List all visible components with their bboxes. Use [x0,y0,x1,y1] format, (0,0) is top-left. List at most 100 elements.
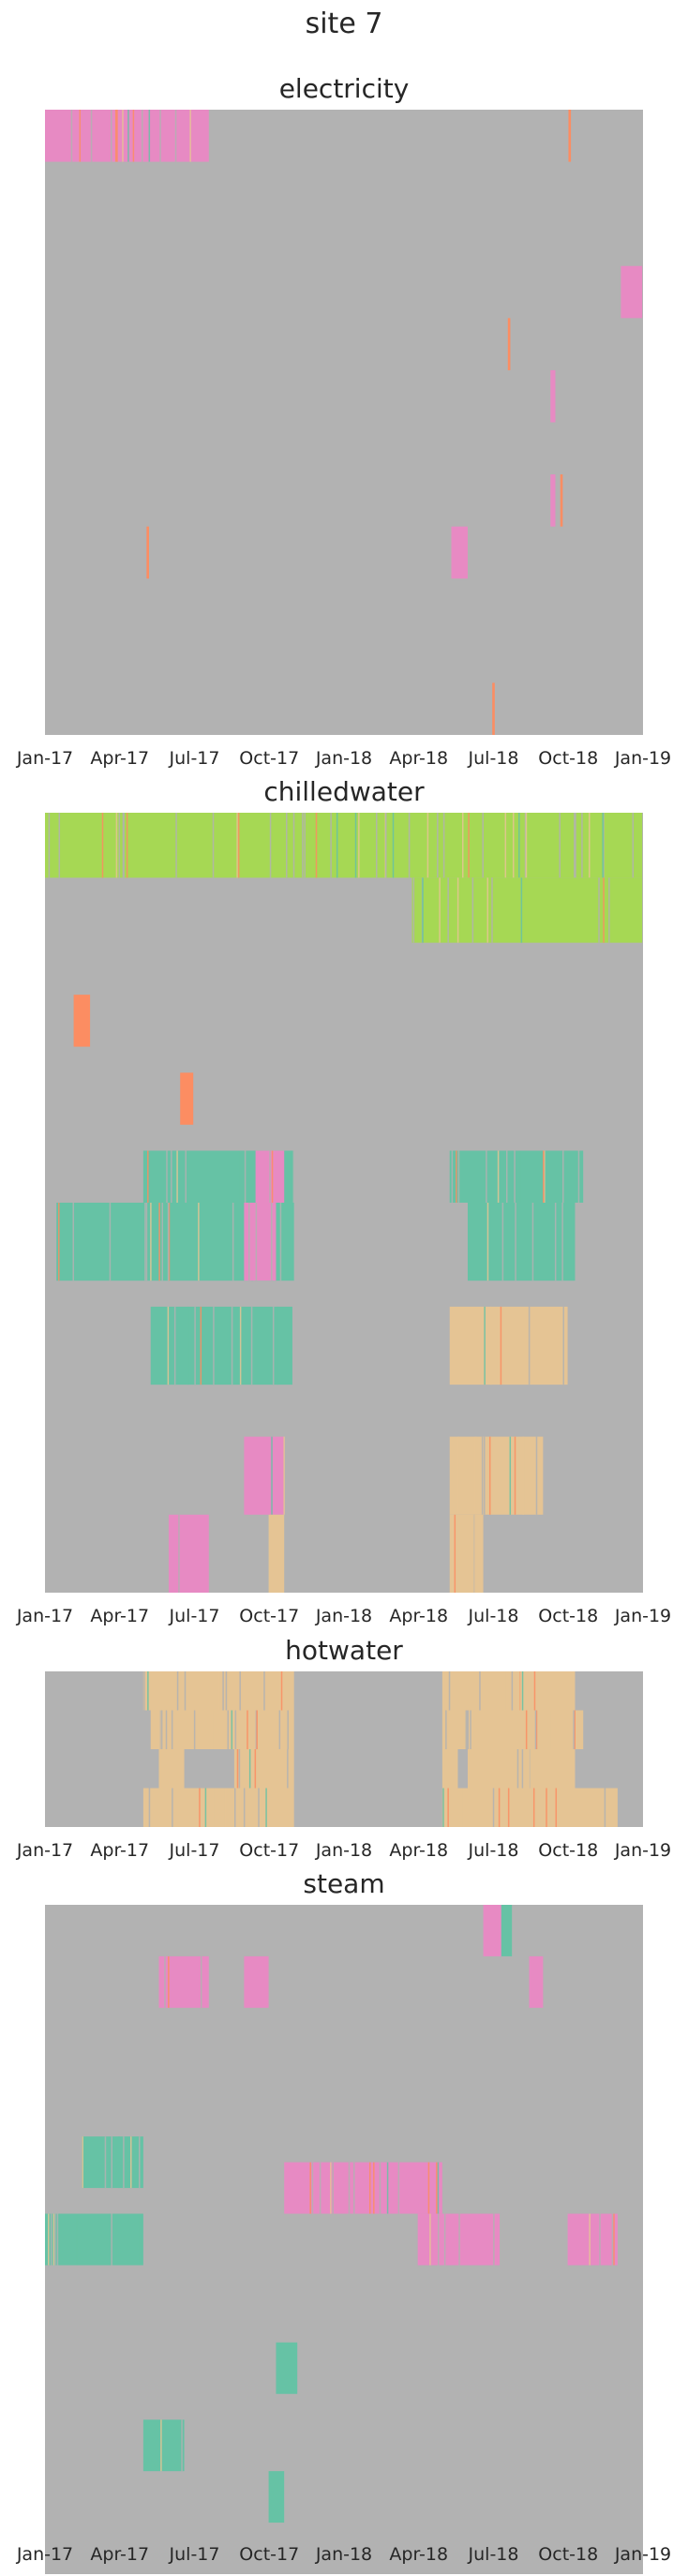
heatmap-flicker [532,1788,535,1827]
heatmap-flicker [269,813,272,878]
heatmap-flicker [287,1710,289,1749]
heatmap-flicker [200,1955,202,2008]
heatmap-flicker [505,1150,508,1203]
panel-title: electricity [279,73,410,104]
heatmap-flicker [122,110,124,162]
heatmap-flicker [54,2213,56,2266]
x-tick-label: Apr-18 [389,1840,448,1861]
heatmap-flicker [148,110,151,162]
x-tick-label: Oct-18 [538,1606,598,1626]
heatmap-flicker [130,2136,132,2189]
heatmap-flicker [116,110,118,162]
heatmap-cell [621,265,643,319]
heatmap-flicker [271,1436,273,1515]
heatmap-flicker [514,1150,516,1203]
heatmap-cell [158,1749,185,1789]
heatmap-cell [449,1150,584,1203]
heatmap-flicker [354,813,357,878]
heatmap-flicker [101,813,104,878]
heatmap-cell [529,1955,544,2008]
heatmap-flicker [368,2162,371,2214]
heatmap-flicker [613,2213,615,2266]
heatmap-flicker [239,1671,241,1711]
heatmap-cell [441,1749,458,1789]
heatmap-flicker [514,1436,516,1515]
heatmap-flicker [445,1710,447,1749]
heatmap-flicker [138,2136,141,2189]
heatmap-flicker [243,1788,246,1827]
heatmap-flicker [442,1788,444,1827]
x-tick-label: Jan-17 [16,1606,73,1626]
heatmap-cell [560,474,563,527]
heatmap-flicker [451,1150,454,1203]
heatmap-flicker [168,1203,171,1281]
heatmap-cell [483,1905,501,1956]
x-tick-label: Jan-18 [315,1840,372,1861]
heatmap-flicker [48,813,51,878]
x-tick-label: Jan-17 [16,1840,73,1861]
heatmap-flicker [521,1671,524,1711]
x-tick-label: Jul-17 [169,748,220,769]
heatmap-flicker [336,813,338,878]
heatmap-flicker [443,2213,446,2266]
x-tick-label: Apr-18 [389,748,448,769]
heatmap-flicker [581,813,583,878]
heatmap-flicker [187,1306,189,1385]
heatmap-flicker [269,1150,271,1203]
heatmap-flicker [174,110,177,162]
heatmap-flicker [111,2136,112,2189]
heatmap-flicker [122,813,125,878]
heatmap-flicker [515,1203,516,1281]
heatmap-flicker [511,1671,514,1711]
heatmap-flicker [447,877,449,943]
heatmap-flicker [555,1788,558,1827]
heatmap-flicker [199,1788,201,1827]
heatmap-flicker [379,2162,381,2214]
heatmap-flicker [192,1710,194,1749]
heatmap-flicker [577,1150,580,1203]
x-tick-label: Apr-17 [90,748,149,769]
heatmap-flicker [58,1203,60,1281]
heatmap-flicker [491,877,493,943]
panel-steam: steam Jan-17 Apr-17 Jul-17 Oct-17 Jan-18 Apr-1… [16,1868,671,2574]
heatmap-flicker [141,110,143,162]
heatmap-flicker [231,1306,233,1385]
heatmap-flicker [123,2136,125,2189]
x-tick-label: Oct-17 [239,748,299,769]
heatmap-cell [550,369,556,423]
heatmap-flicker [484,1306,486,1385]
heatmap-flicker [165,1710,168,1749]
heatmap-flicker [151,1150,154,1203]
heatmap-cell [268,2471,285,2524]
heatmap-flicker [292,813,295,878]
heatmap-flicker [189,110,191,162]
heatmap-flicker [104,2136,107,2189]
heatmap-flicker [373,2162,375,2214]
x-tick-label: Jul-17 [169,1840,220,1861]
x-tick-label: Jul-18 [468,748,519,769]
heatmap-flicker [173,1306,176,1385]
heatmap-flicker [412,877,415,943]
heatmap-flicker [194,1306,196,1385]
heatmap-flicker [167,1306,170,1385]
panel-electricity: electricity Jan-17 Apr-17 Jul-17 Oct-17 Jan-1… [16,73,671,769]
heatmap-flicker [534,1710,537,1749]
heatmap-cell [45,110,209,162]
heatmap-flicker [72,1203,74,1281]
heatmap-flicker [272,1306,275,1385]
x-tick-label: Jan-17 [16,2544,73,2565]
heatmap-flicker [454,1514,456,1593]
heatmap-flicker [115,813,118,878]
heatmap-cell [276,2342,298,2394]
heatmap-flicker [218,1671,220,1711]
heatmap-flicker [278,1710,281,1749]
heatmap-flicker [474,1514,476,1593]
heatmap-flicker [599,2213,601,2266]
heatmap-flicker [604,1788,606,1827]
heatmap-flicker [448,1671,451,1711]
heatmap-cell [284,2162,442,2214]
heatmap-flicker [82,2136,84,2189]
heatmap-flicker [185,1150,187,1203]
heatmap-flicker [238,1150,240,1203]
heatmap-flicker [144,1203,146,1281]
